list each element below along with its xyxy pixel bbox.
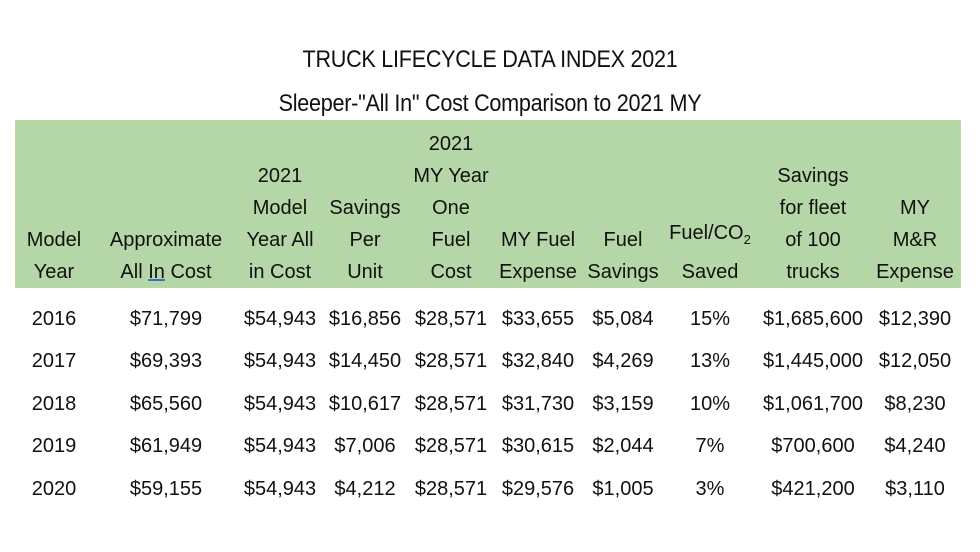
col-header-fuel-co2-saved: Fuel/CO2 Saved — [669, 222, 751, 283]
cell-fuel-expense: $30,615 — [501, 435, 575, 458]
col-header-fleet-savings: Savings for fleet of 100 trucks — [777, 165, 849, 283]
cell-fleet-savings: $421,200 — [771, 477, 855, 500]
table-row: 2016 $71,799 $54,943 $16,856 $28,571 $33… — [15, 290, 961, 341]
cell-fuel-savings: $1,005 — [592, 477, 654, 500]
cell-all-in-cost: $61,949 — [129, 435, 203, 458]
cell-fuel-cost: $28,571 — [414, 435, 488, 458]
col-header-savings-per-unit: Savings Per Unit — [329, 197, 401, 283]
col-header-2021-fuel-cost: 2021 MY Year One Fuel Cost — [413, 133, 489, 283]
table-row: 2018 $65,560 $54,943 $10,617 $28,571 $31… — [15, 383, 961, 426]
cell-fleet-savings: $1,061,700 — [762, 392, 864, 415]
cell-fuel-savings: $2,044 — [592, 435, 654, 458]
table-header-row: Model Year Approximate All In Cost 2021 M… — [15, 120, 961, 290]
cell-2021-cost: $54,943 — [243, 350, 317, 373]
cell-2021-cost: $54,943 — [243, 477, 317, 500]
col-header-fuel-savings: Fuel Savings — [587, 229, 659, 283]
cell-fuel-expense: $32,840 — [501, 350, 575, 373]
cell-all-in-cost: $59,155 — [129, 477, 203, 500]
table-row: 2017 $69,393 $54,943 $14,450 $28,571 $32… — [15, 341, 961, 384]
cell-fuel-savings: $3,159 — [592, 392, 654, 415]
table-row: 2019 $61,949 $54,943 $7,006 $28,571 $30,… — [15, 426, 961, 469]
col-header-approximate-line1: Approximate — [109, 229, 223, 251]
cell-fuel-cost: $28,571 — [414, 477, 488, 500]
cell-fuel-cost: $28,571 — [414, 307, 488, 330]
cell-fuel-savings: $4,269 — [592, 350, 654, 373]
cell-savings-per-unit: $10,617 — [328, 392, 402, 415]
cell-fuel-expense: $31,730 — [501, 392, 575, 415]
cell-mr-expense: $12,050 — [878, 350, 952, 373]
cell-all-in-cost: $69,393 — [129, 350, 203, 373]
cell-2021-cost: $54,943 — [243, 307, 317, 330]
cell-co2-saved: 15% — [689, 307, 731, 330]
cell-all-in-cost: $71,799 — [129, 307, 203, 330]
header-band — [15, 120, 961, 288]
cell-fleet-savings: $700,600 — [771, 435, 855, 458]
cost-comparison-table: Model Year Approximate All In Cost 2021 M… — [15, 120, 961, 511]
cell-fuel-expense: $33,655 — [501, 307, 575, 330]
col-header-mr-expense: MY M&R Expense — [876, 197, 954, 283]
cell-fuel-savings: $5,084 — [592, 307, 654, 330]
cell-fleet-savings: $1,445,000 — [762, 350, 864, 373]
cell-co2-saved: 13% — [689, 350, 731, 373]
cell-fleet-savings: $1,685,600 — [762, 307, 864, 330]
cell-model-year: 2019 — [31, 435, 77, 458]
col-header-2021-all-in-cost: 2021 Model Year All in Cost — [246, 165, 314, 283]
cell-co2-saved: 3% — [695, 477, 725, 500]
cell-savings-per-unit: $14,450 — [328, 350, 402, 373]
cell-2021-cost: $54,943 — [243, 392, 317, 415]
col-header-approximate-line2: All In Cost — [120, 261, 212, 283]
col-header-model-year: Model Year — [26, 229, 82, 283]
table-row: 2020 $59,155 $54,943 $4,212 $28,571 $29,… — [15, 468, 961, 511]
cell-co2-saved: 7% — [695, 435, 725, 458]
col-header-my-fuel-expense: MY Fuel Expense — [499, 229, 577, 283]
cell-savings-per-unit: $7,006 — [334, 435, 396, 458]
cell-2021-cost: $54,943 — [243, 435, 317, 458]
cell-mr-expense: $12,390 — [878, 307, 952, 330]
cell-mr-expense: $4,240 — [884, 435, 946, 458]
cell-model-year: 2018 — [31, 392, 77, 415]
cell-model-year: 2017 — [31, 350, 77, 373]
cell-mr-expense: $8,230 — [884, 392, 946, 415]
cell-all-in-cost: $65,560 — [129, 392, 203, 415]
cell-co2-saved: 10% — [689, 392, 731, 415]
cell-savings-per-unit: $16,856 — [328, 307, 402, 330]
cell-fuel-cost: $28,571 — [414, 350, 488, 373]
cell-model-year: 2016 — [31, 307, 77, 330]
cell-mr-expense: $3,110 — [885, 477, 945, 500]
page-title: TRUCK LIFECYCLE DATA INDEX 2021 — [302, 46, 678, 73]
cell-fuel-cost: $28,571 — [414, 392, 488, 415]
page-subtitle: Sleeper-"All In" Cost Comparison to 2021… — [278, 90, 702, 117]
cell-fuel-expense: $29,576 — [501, 477, 575, 500]
cell-model-year: 2020 — [31, 477, 77, 500]
cell-savings-per-unit: $4,212 — [334, 477, 396, 500]
col-header-approximate-all-in-cost: Approximate All In Cost — [93, 120, 239, 290]
